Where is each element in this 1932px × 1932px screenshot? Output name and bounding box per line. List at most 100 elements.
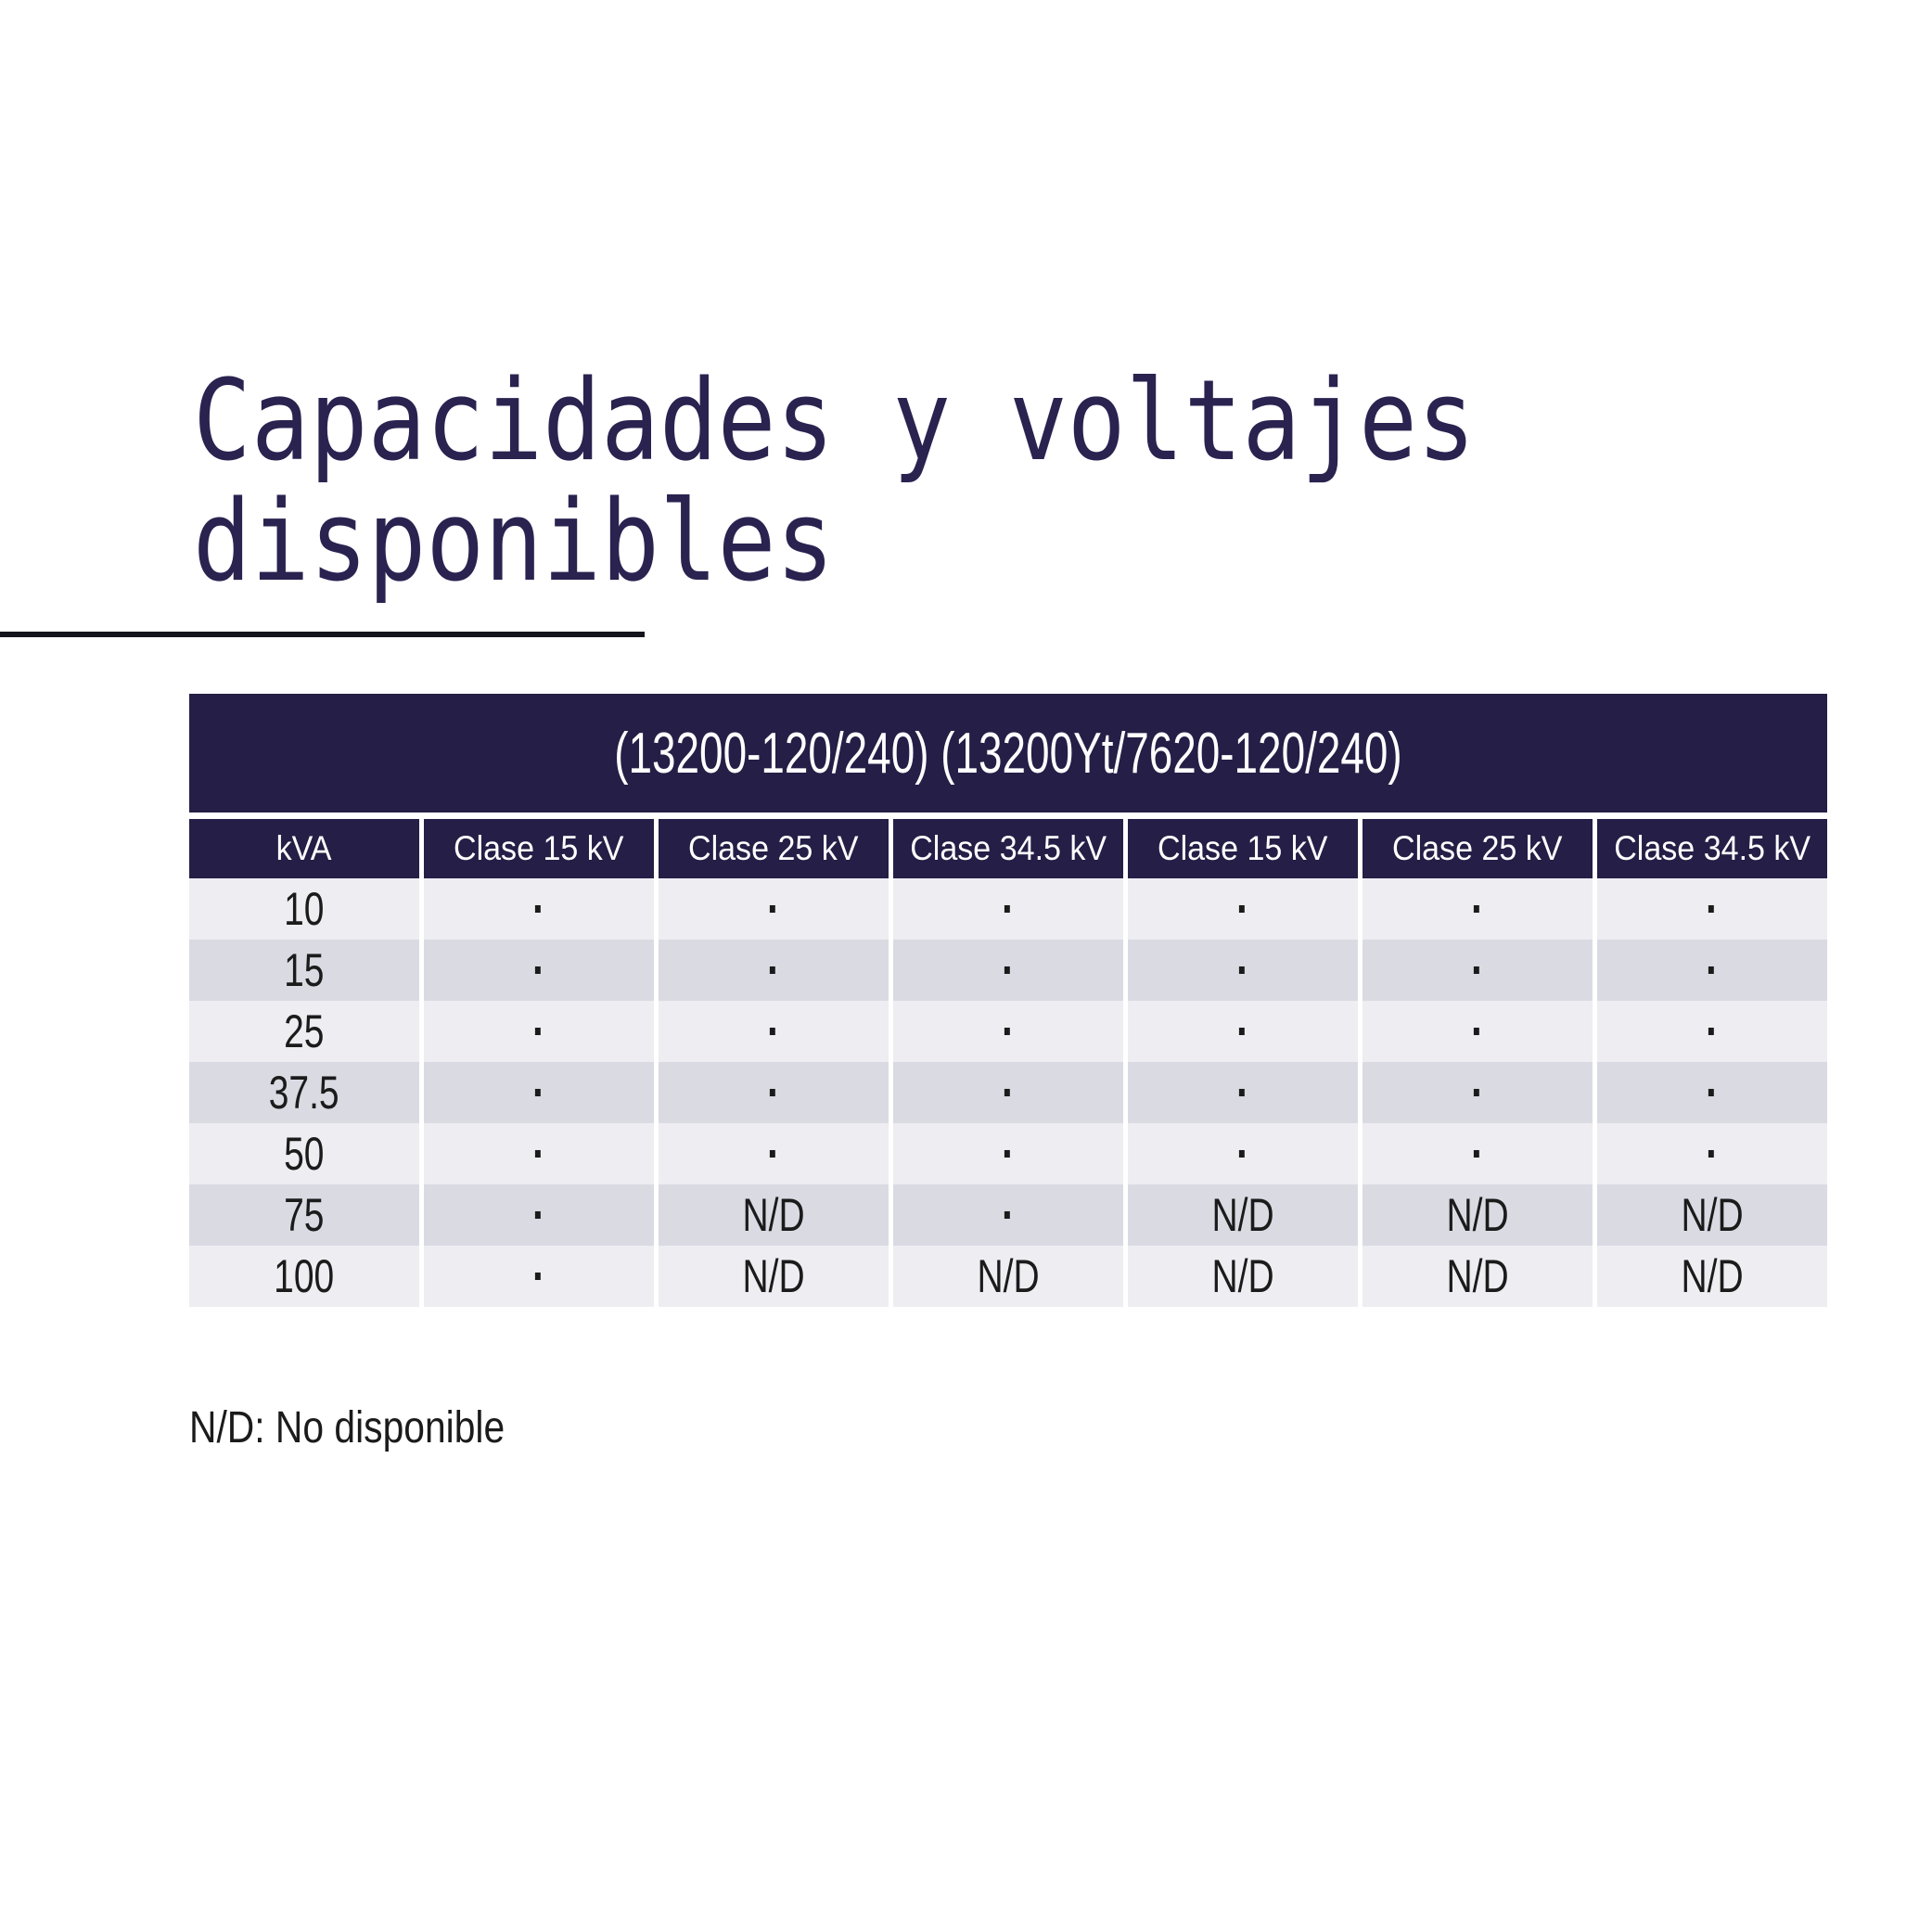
- column-header-label: Clase 25 kV: [1392, 829, 1563, 867]
- column-header-6: Clase 34.5 kV: [1593, 819, 1827, 878]
- available-dot: ·: [531, 1065, 546, 1120]
- availability-cell: ·: [889, 1001, 1123, 1062]
- availability-cell: ·: [419, 1062, 654, 1123]
- availability-cell: N/D: [1593, 1246, 1827, 1307]
- availability-cell: ·: [654, 878, 889, 940]
- available-dot: ·: [1470, 942, 1485, 998]
- availability-cell: ·: [1123, 878, 1358, 940]
- available-dot: ·: [1235, 1065, 1250, 1120]
- cell-value: N/D: [742, 1189, 805, 1241]
- availability-cell: ·: [1358, 1123, 1593, 1184]
- availability-cell: ·: [889, 940, 1123, 1001]
- available-dot: ·: [1470, 1126, 1485, 1182]
- availability-cell: ·: [1593, 1001, 1827, 1062]
- table-row-25: 25 · · · · · ·: [189, 1001, 1827, 1062]
- kva-value: 10: [284, 883, 325, 935]
- table-row-37.5: 37.5 · · · · · ·: [189, 1062, 1827, 1123]
- table-merged-header: (13200-120/240) (13200Yt/7620-120/240): [189, 694, 1827, 819]
- cell-value: N/D: [1211, 1189, 1274, 1241]
- availability-cell: ·: [654, 940, 889, 1001]
- kva-value: 25: [284, 1005, 325, 1057]
- page-title: Capacidades y voltajes disponibles: [193, 362, 1667, 603]
- available-dot: ·: [1001, 942, 1016, 998]
- table-column-header-row: kVA Clase 15 kV Clase 25 kV Clase 34.5 kV Cl…: [189, 819, 1827, 878]
- available-dot: ·: [1705, 1065, 1720, 1120]
- column-header-label: Clase 34.5 kV: [910, 829, 1107, 867]
- available-dot: ·: [1235, 1126, 1250, 1182]
- availability-cell: ·: [1358, 1062, 1593, 1123]
- footnote-text: N/D: No disponible: [189, 1403, 505, 1452]
- availability-cell: ·: [1593, 1062, 1827, 1123]
- availability-cell: ·: [1123, 1001, 1358, 1062]
- capacity-voltage-table: (13200-120/240) (13200Yt/7620-120/240) k…: [189, 694, 1827, 1307]
- availability-cell: ·: [419, 1001, 654, 1062]
- availability-cell: ·: [654, 1001, 889, 1062]
- title-underline-rule: [0, 632, 645, 637]
- column-header-label: Clase 34.5 kV: [1614, 829, 1810, 867]
- table-row-50: 50 · · · · · ·: [189, 1123, 1827, 1184]
- cell-value: N/D: [1446, 1189, 1509, 1241]
- availability-cell: N/D: [1123, 1184, 1358, 1246]
- available-dot: ·: [1001, 881, 1016, 937]
- page-title-line-1: Capacidades y voltajes: [193, 357, 1476, 486]
- kva-value: 37.5: [269, 1067, 339, 1119]
- availability-cell: N/D: [1358, 1246, 1593, 1307]
- availability-cell: N/D: [1358, 1184, 1593, 1246]
- available-dot: ·: [1705, 1126, 1720, 1182]
- cell-value: N/D: [977, 1250, 1040, 1302]
- table-row-75: 75 · N/D · N/D N/D N/D: [189, 1184, 1827, 1246]
- available-dot: ·: [1235, 942, 1250, 998]
- availability-cell: N/D: [889, 1246, 1123, 1307]
- kva-value: 50: [284, 1128, 325, 1180]
- availability-cell: N/D: [1593, 1184, 1827, 1246]
- availability-cell: ·: [654, 1062, 889, 1123]
- column-header-label: kVA: [276, 829, 332, 867]
- cell-value: N/D: [1446, 1250, 1509, 1302]
- table-body: 10 · · · · · · 15 · · · · · · 25 · · · · · · 37.5 · · · · · · 50 · · · ·…: [189, 878, 1827, 1307]
- column-header-4: Clase 15 kV: [1123, 819, 1358, 878]
- available-dot: ·: [1001, 1065, 1016, 1120]
- available-dot: ·: [531, 1187, 546, 1243]
- available-dot: ·: [766, 1126, 781, 1182]
- column-header-3: Clase 34.5 kV: [889, 819, 1123, 878]
- available-dot: ·: [1470, 881, 1485, 937]
- availability-cell: ·: [889, 1184, 1123, 1246]
- cell-value: N/D: [742, 1250, 805, 1302]
- availability-cell: ·: [419, 1184, 654, 1246]
- availability-cell: ·: [1358, 878, 1593, 940]
- column-header-1: Clase 15 kV: [419, 819, 654, 878]
- available-dot: ·: [766, 1065, 781, 1120]
- available-dot: ·: [1235, 881, 1250, 937]
- available-dot: ·: [766, 1004, 781, 1059]
- table-row-10: 10 · · · · · ·: [189, 878, 1827, 940]
- kva-cell: 15: [189, 940, 419, 1001]
- available-dot: ·: [531, 881, 546, 937]
- table-row-15: 15 · · · · · ·: [189, 940, 1827, 1001]
- available-dot: ·: [766, 942, 781, 998]
- availability-cell: ·: [1593, 940, 1827, 1001]
- availability-cell: ·: [419, 878, 654, 940]
- availability-cell: ·: [1358, 940, 1593, 1001]
- availability-cell: ·: [654, 1123, 889, 1184]
- availability-cell: ·: [1358, 1001, 1593, 1062]
- available-dot: ·: [1001, 1126, 1016, 1182]
- table-row-100: 100 · N/D N/D N/D N/D N/D: [189, 1246, 1827, 1307]
- kva-cell: 10: [189, 878, 419, 940]
- kva-cell: 25: [189, 1001, 419, 1062]
- kva-cell: 100: [189, 1246, 419, 1307]
- available-dot: ·: [1235, 1004, 1250, 1059]
- availability-cell: ·: [889, 1123, 1123, 1184]
- availability-cell: ·: [1123, 1123, 1358, 1184]
- available-dot: ·: [1705, 881, 1720, 937]
- cell-value: N/D: [1681, 1189, 1744, 1241]
- kva-cell: 50: [189, 1123, 419, 1184]
- column-header-label: Clase 15 kV: [1158, 829, 1328, 867]
- available-dot: ·: [766, 881, 781, 937]
- availability-cell: ·: [1593, 878, 1827, 940]
- available-dot: ·: [1470, 1004, 1485, 1059]
- available-dot: ·: [531, 942, 546, 998]
- availability-cell: ·: [1593, 1123, 1827, 1184]
- availability-cell: N/D: [1123, 1246, 1358, 1307]
- availability-cell: ·: [1123, 1062, 1358, 1123]
- availability-cell: ·: [889, 878, 1123, 940]
